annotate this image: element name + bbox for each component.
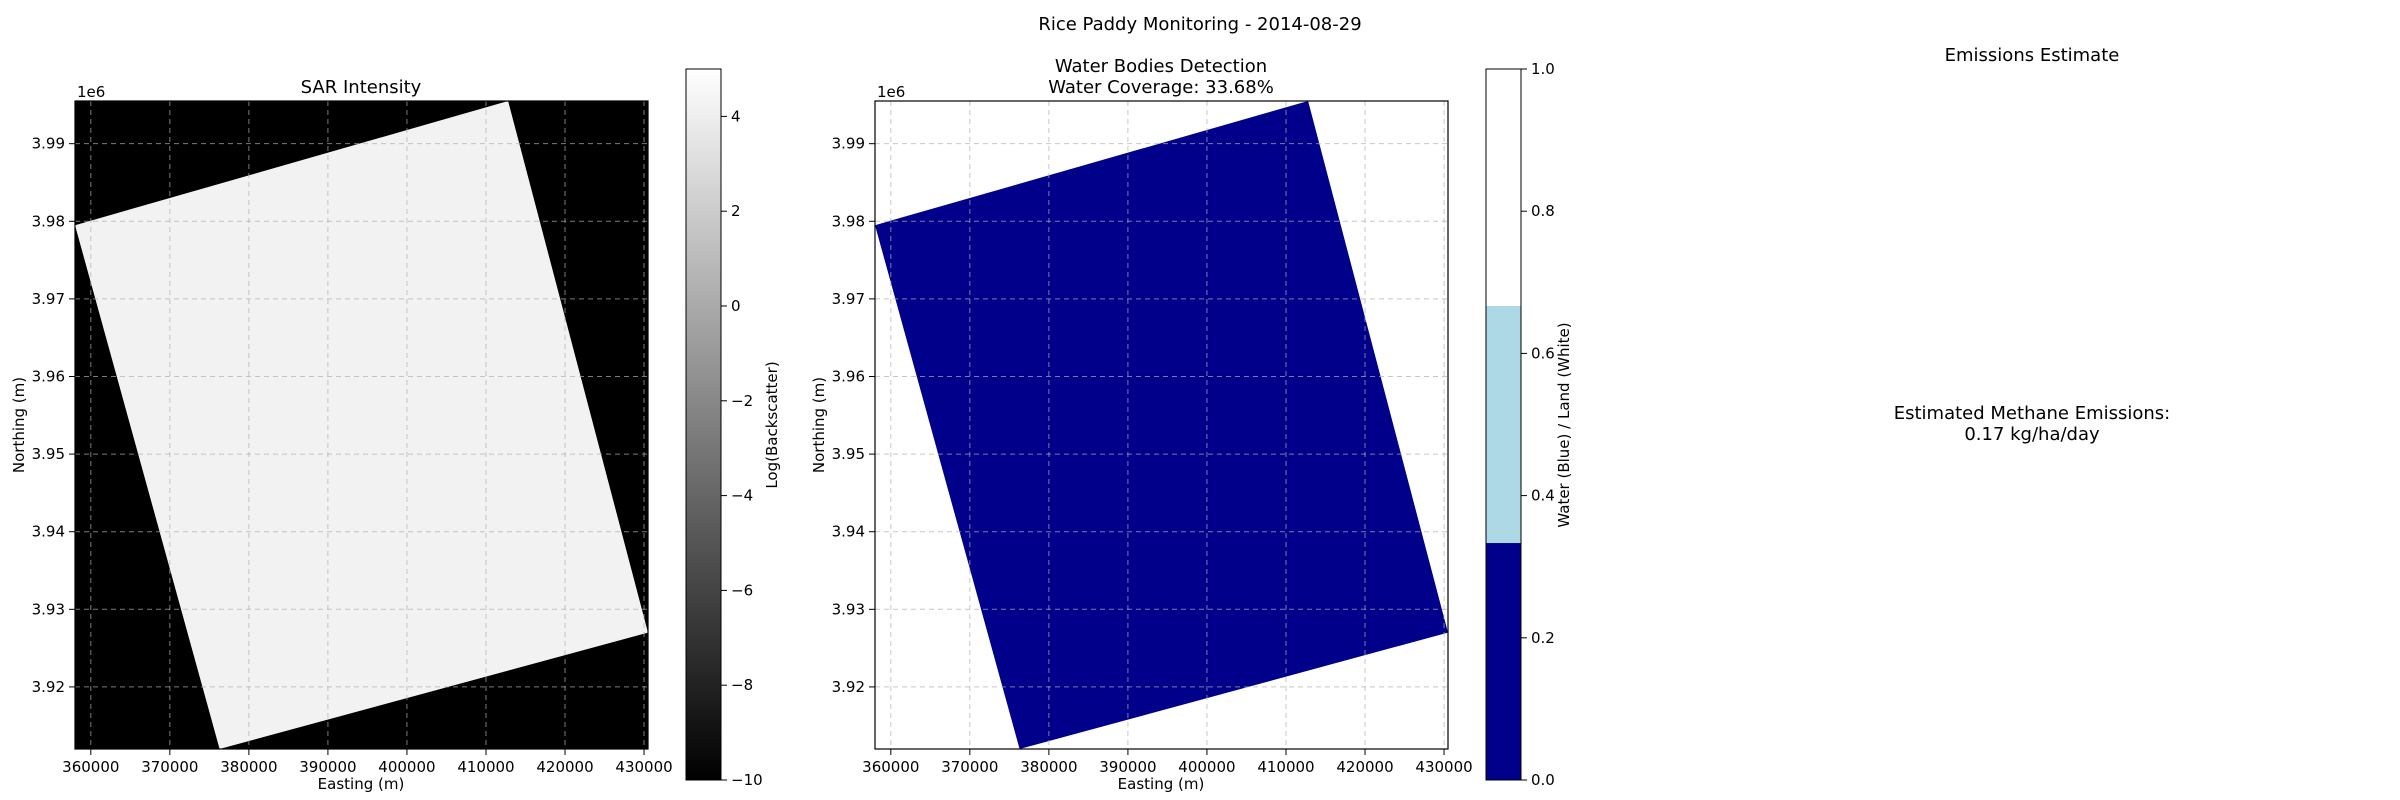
water-x-axis-label: Easting (m) bbox=[1118, 775, 1205, 793]
water-plot-frame bbox=[874, 100, 1449, 750]
y-tick-label: 3.92 bbox=[832, 678, 865, 696]
y-tick-label: 3.97 bbox=[32, 290, 65, 308]
y-tick-label: 3.94 bbox=[832, 523, 865, 541]
colorbar-segment bbox=[1486, 305, 1521, 544]
sar-y-axis-label: Northing (m) bbox=[10, 377, 28, 473]
water-colorbar-segments bbox=[1486, 69, 1521, 780]
colorbar-segment bbox=[1486, 69, 1521, 306]
sar-panel-title: SAR Intensity bbox=[301, 77, 422, 98]
x-tick-label: 410000 bbox=[457, 758, 514, 776]
emissions-panel: Emissions Estimate Estimated Methane Emi… bbox=[1894, 45, 2171, 445]
x-tick-label: 390000 bbox=[1099, 758, 1156, 776]
colorbar-tick-label: 0.8 bbox=[1531, 202, 1555, 220]
x-tick-label: 410000 bbox=[1257, 758, 1314, 776]
water-colorbar-label: Water (Blue) / Land (White) bbox=[1555, 322, 1573, 527]
x-tick-label: 370000 bbox=[141, 758, 198, 776]
sar-gridlines bbox=[75, 101, 648, 749]
sar-image-footprint bbox=[75, 101, 648, 749]
y-tick-label: 3.94 bbox=[32, 523, 65, 541]
y-tick-label: 3.99 bbox=[32, 135, 65, 153]
colorbar-tick-label: 0.4 bbox=[1531, 487, 1555, 505]
y-tick-label: 3.93 bbox=[32, 600, 65, 618]
colorbar-tick-label: 1.0 bbox=[1531, 60, 1555, 78]
x-tick-label: 390000 bbox=[299, 758, 356, 776]
x-tick-label: 370000 bbox=[941, 758, 998, 776]
water-colorbar: 1.0 0.8 0.6 0.4 0.2 0.0 Water (Blue) / Land (… bbox=[1485, 60, 1573, 789]
colorbar-tick-label: 0.0 bbox=[1531, 771, 1555, 789]
x-tick-label: 360000 bbox=[62, 758, 119, 776]
x-tick-label: 380000 bbox=[1020, 758, 1077, 776]
colorbar-tick-label: −10 bbox=[731, 771, 763, 789]
sar-y-ticks: 3.92 3.93 3.94 3.95 3.96 3.97 3.98 3.99 bbox=[32, 135, 75, 696]
y-tick-label: 3.95 bbox=[32, 445, 65, 463]
water-y-offset-label: 1e6 bbox=[877, 83, 905, 101]
sar-y-offset-label: 1e6 bbox=[77, 83, 105, 101]
water-panel-title: Water Bodies Detection bbox=[1055, 56, 1267, 77]
y-tick-label: 3.98 bbox=[32, 212, 65, 230]
x-tick-label: 420000 bbox=[536, 758, 593, 776]
emissions-panel-title: Emissions Estimate bbox=[1945, 45, 2120, 66]
colorbar-tick-label: 4 bbox=[731, 107, 741, 125]
water-mask-footprint bbox=[875, 101, 1448, 749]
y-tick-label: 3.96 bbox=[32, 367, 65, 385]
water-colorbar-ticks: 1.0 0.8 0.6 0.4 0.2 0.0 bbox=[1521, 60, 1555, 789]
y-tick-label: 3.98 bbox=[832, 212, 865, 230]
colorbar-tick-label: −8 bbox=[731, 676, 753, 694]
y-tick-label: 3.92 bbox=[32, 678, 65, 696]
x-tick-label: 380000 bbox=[220, 758, 277, 776]
water-coverage-subtitle: Water Coverage: 33.68% bbox=[1048, 77, 1274, 98]
y-tick-label: 3.97 bbox=[832, 290, 865, 308]
water-gridlines bbox=[875, 101, 1448, 749]
water-x-ticks: 360000 370000 380000 390000 400000 410000 4200… bbox=[862, 749, 1473, 776]
colorbar-tick-label: −2 bbox=[731, 392, 753, 410]
water-y-ticks: 3.92 3.93 3.94 3.95 3.96 3.97 3.98 3.99 bbox=[832, 135, 875, 696]
sar-x-ticks: 360000 370000 380000 390000 400000 410000 4200… bbox=[62, 749, 673, 776]
y-tick-label: 3.95 bbox=[832, 445, 865, 463]
sar-colorbar-frame bbox=[685, 68, 722, 781]
colorbar-segment bbox=[1486, 543, 1521, 780]
water-detection-panel: Water Bodies Detection Water Coverage: 3… bbox=[810, 56, 1573, 793]
sar-colorbar-gradient bbox=[686, 69, 721, 780]
sar-colorbar-label: Log(Backscatter) bbox=[763, 361, 781, 488]
sar-plot-frame bbox=[74, 100, 649, 750]
emissions-value: 0.17 kg/ha/day bbox=[1964, 424, 2100, 445]
x-tick-label: 430000 bbox=[615, 758, 672, 776]
colorbar-tick-label: 0.2 bbox=[1531, 629, 1555, 647]
colorbar-tick-label: −6 bbox=[731, 581, 753, 599]
x-tick-label: 400000 bbox=[1178, 758, 1235, 776]
x-tick-label: 400000 bbox=[378, 758, 435, 776]
figure-suptitle: Rice Paddy Monitoring - 2014-08-29 bbox=[1038, 14, 1361, 35]
sar-x-axis-label: Easting (m) bbox=[318, 775, 405, 793]
y-tick-label: 3.93 bbox=[832, 600, 865, 618]
x-tick-label: 360000 bbox=[862, 758, 919, 776]
sar-colorbar: 4 2 0 −2 −4 −6 −8 −10 Log(Backscatter) bbox=[685, 68, 781, 789]
x-tick-label: 420000 bbox=[1336, 758, 1393, 776]
water-colorbar-frame bbox=[1485, 68, 1522, 781]
colorbar-tick-label: 2 bbox=[731, 202, 741, 220]
colorbar-tick-label: −4 bbox=[731, 487, 753, 505]
x-tick-label: 430000 bbox=[1415, 758, 1472, 776]
emissions-label: Estimated Methane Emissions: bbox=[1894, 403, 2171, 424]
colorbar-tick-label: 0 bbox=[731, 297, 741, 315]
y-tick-label: 3.99 bbox=[832, 135, 865, 153]
colorbar-tick-label: 0.6 bbox=[1531, 344, 1555, 362]
water-y-axis-label: Northing (m) bbox=[810, 377, 828, 473]
sar-intensity-panel: SAR Intensity 360000 370000 380000 390000 40… bbox=[10, 68, 781, 793]
sar-colorbar-ticks: 4 2 0 −2 −4 −6 −8 −10 bbox=[721, 107, 763, 789]
y-tick-label: 3.96 bbox=[832, 367, 865, 385]
